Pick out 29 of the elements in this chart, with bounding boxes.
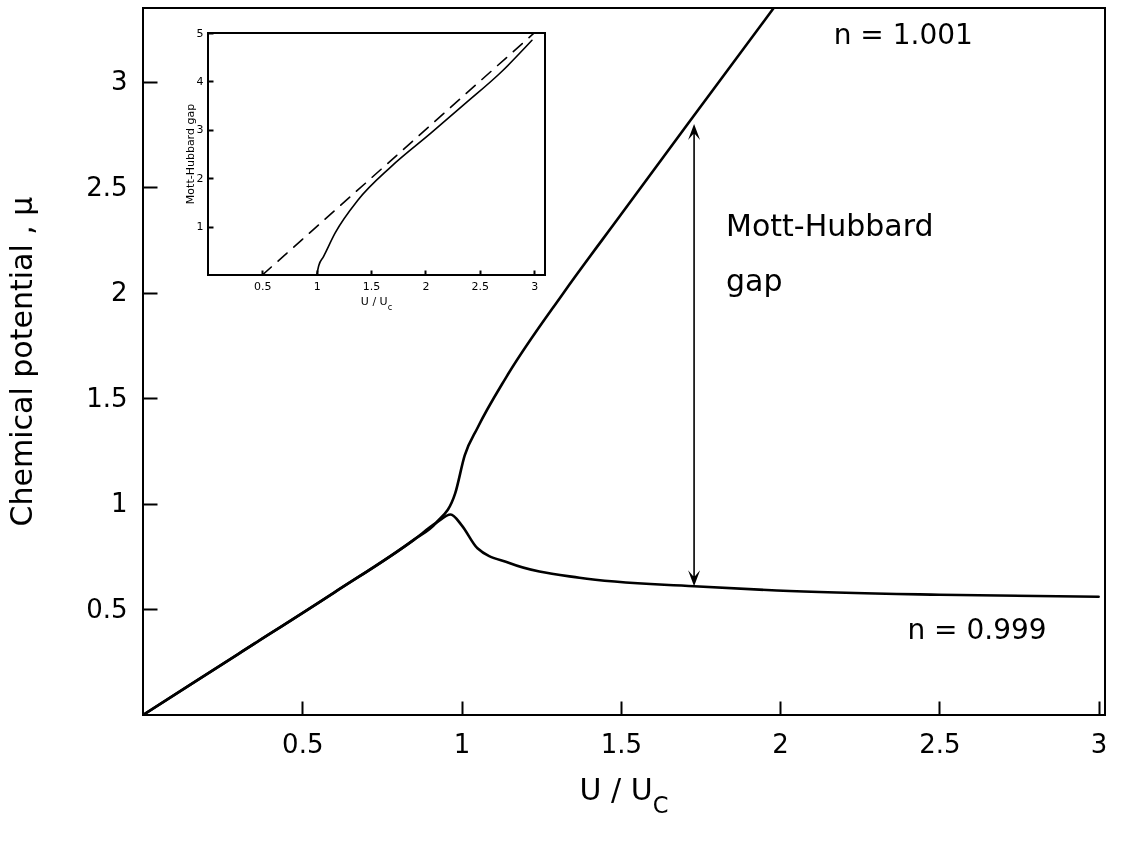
x-tick-label: 0.5 — [282, 728, 324, 759]
y-tick-label: 1 — [196, 220, 204, 234]
x-tick-label: 2.5 — [471, 279, 490, 293]
x-tick-label: 1.5 — [362, 279, 381, 293]
x-tick-label: 1.5 — [600, 728, 642, 759]
x-axis-title: U / U$_{c}$ — [360, 294, 393, 312]
annotation: Mott-Hubbard gap — [726, 208, 934, 299]
x-tick-label: 0.5 — [254, 279, 272, 293]
y-tick-label: 2.5 — [86, 171, 128, 202]
y-tick-label: 3 — [110, 66, 128, 97]
x-tick-label: 3 — [531, 279, 539, 293]
x-tick-label: 2 — [422, 279, 430, 293]
y-tick-label: 5 — [196, 26, 204, 40]
y-tick-label: 2 — [196, 171, 204, 185]
y-axis-title: Mott-Hubbard gap — [184, 103, 198, 205]
series-label: n = 0.999 — [907, 612, 1047, 646]
y-tick-label: 0.5 — [86, 593, 128, 624]
y-tick-label: 4 — [196, 74, 204, 88]
x-tick-label: 2.5 — [919, 728, 961, 759]
x-tick-label: 2 — [772, 728, 789, 759]
x-tick-label: 1 — [313, 279, 321, 293]
y-tick-label: 1 — [110, 488, 128, 519]
y-tick-label: 1.5 — [86, 382, 128, 413]
y-tick-label: 3 — [196, 123, 204, 137]
x-tick-label: 1 — [453, 728, 471, 759]
text: n = 1.001 — [833, 18, 973, 51]
y-axis-title: Chemical potential , μ — [4, 196, 39, 527]
x-tick-label: 3 — [1090, 728, 1108, 759]
x-axis-title: U / U$_{C}$ — [579, 772, 669, 818]
